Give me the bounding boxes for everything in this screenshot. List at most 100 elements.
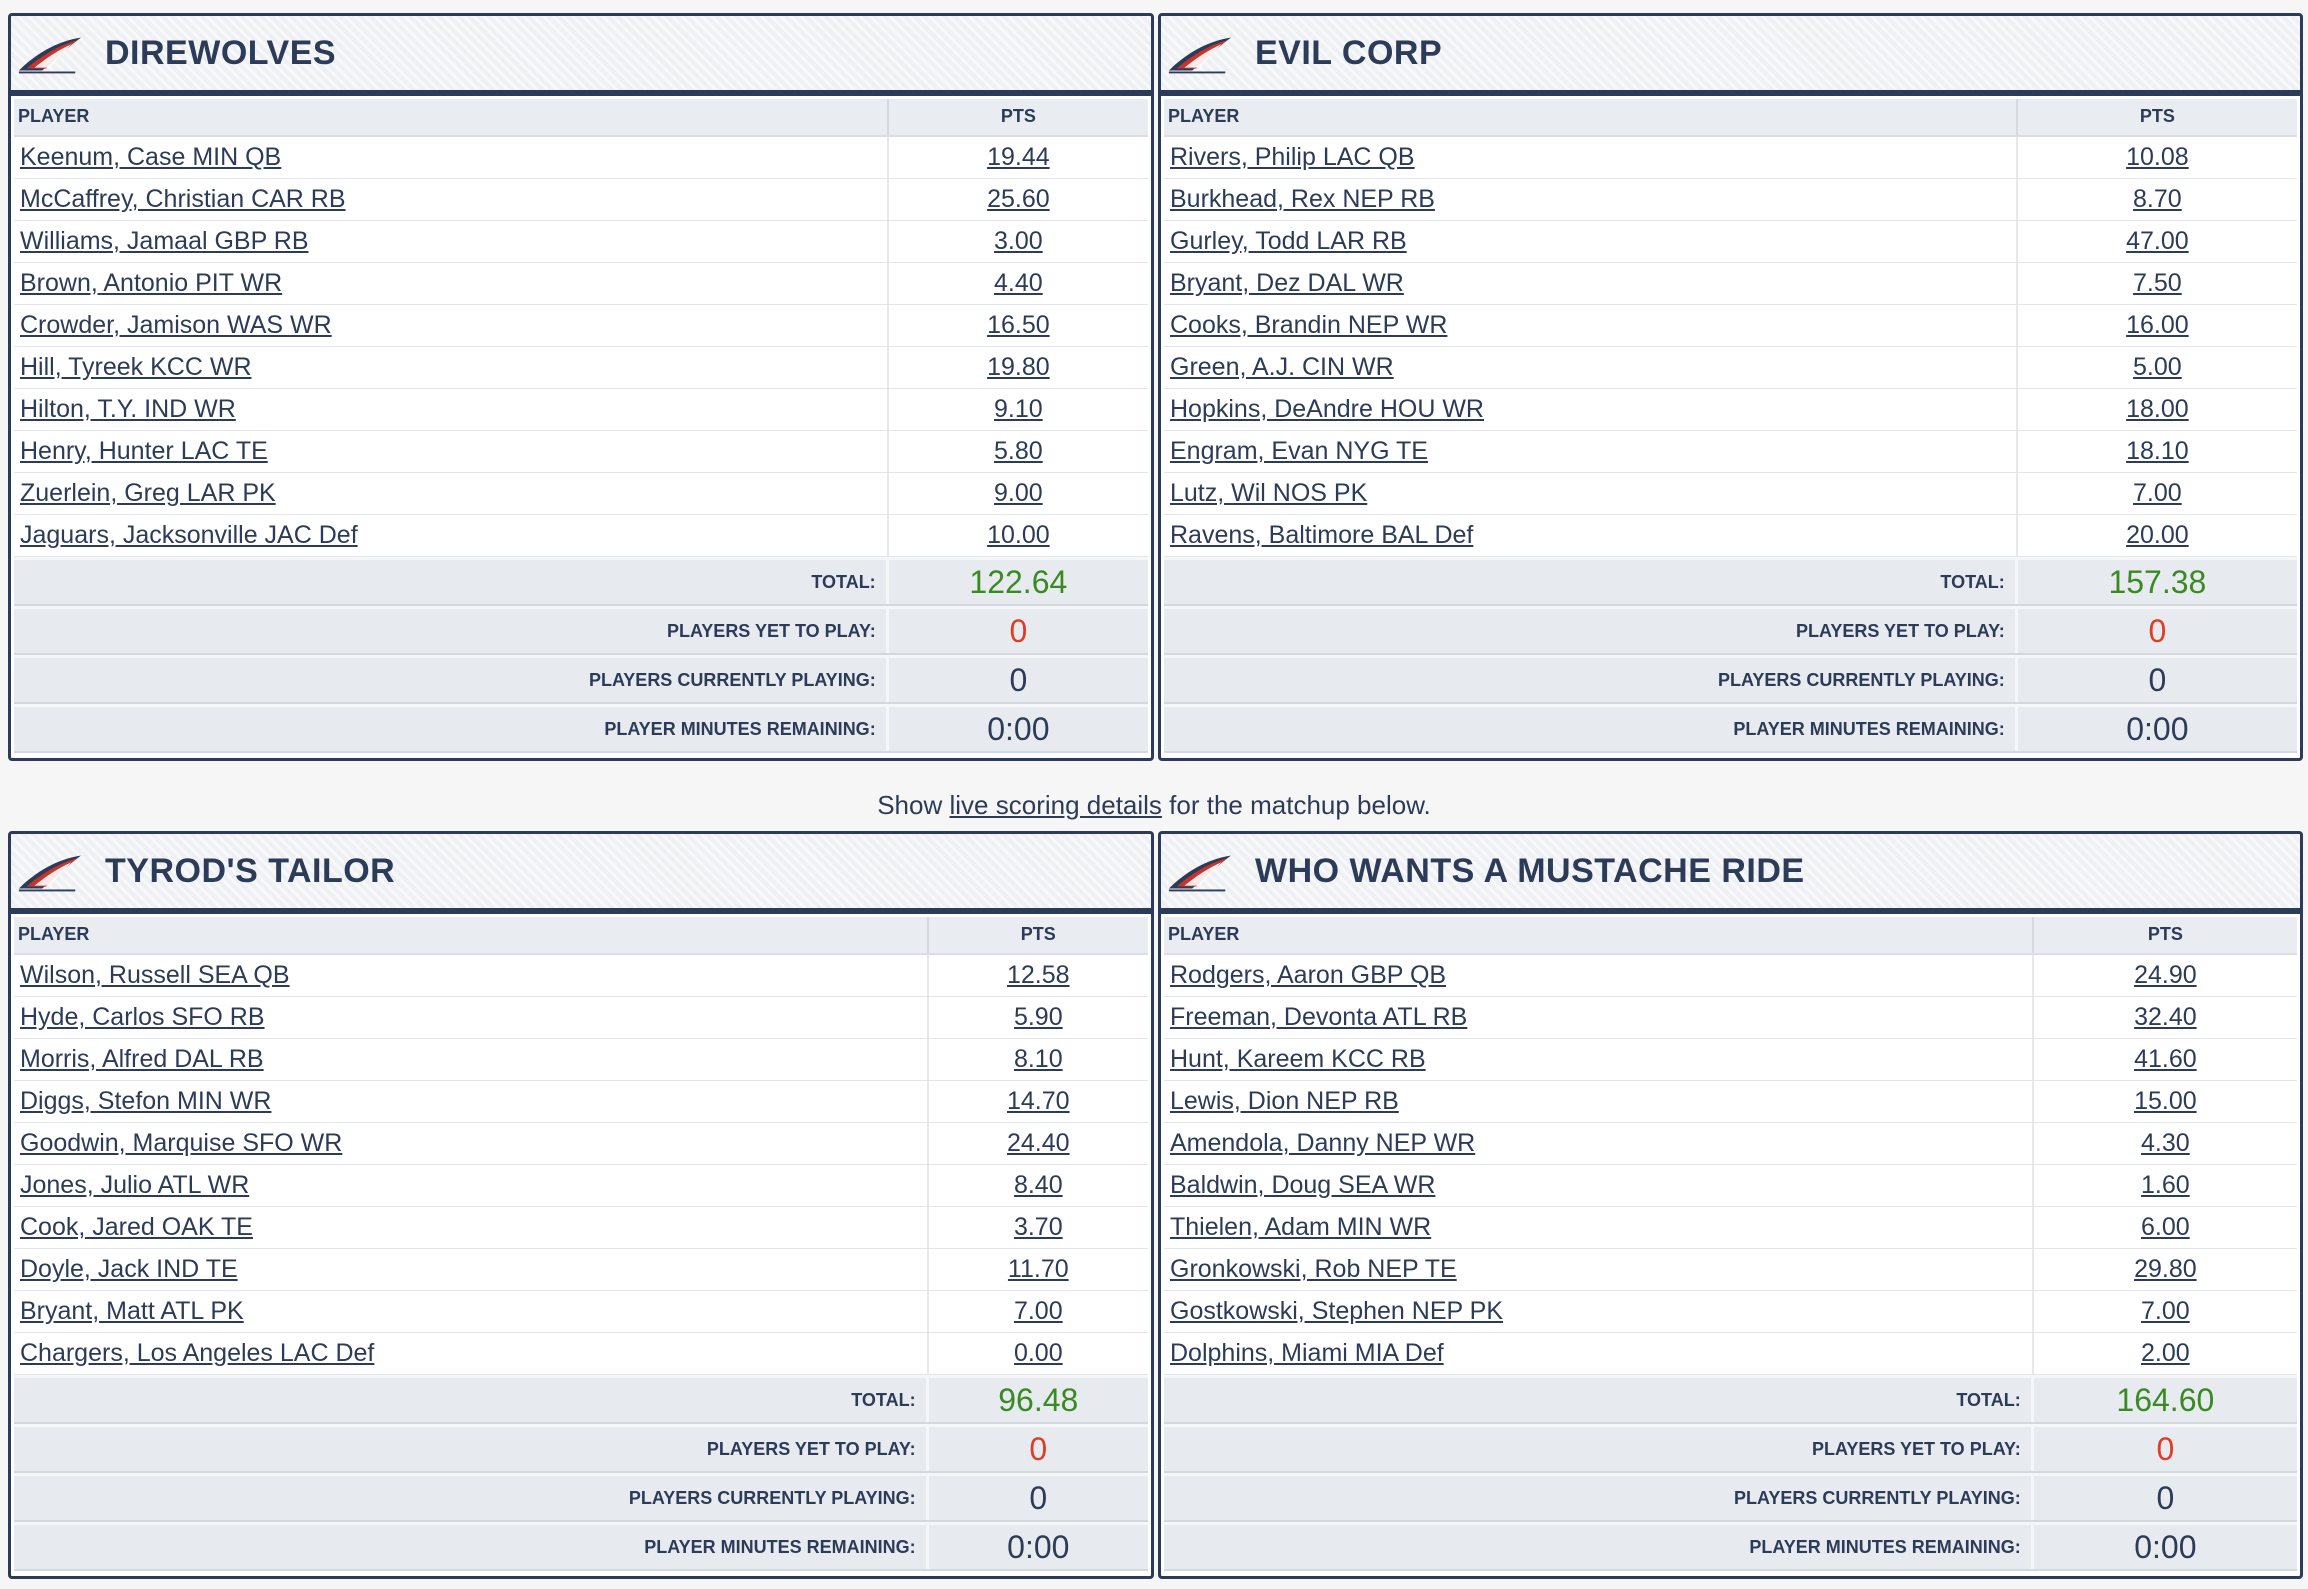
yet-to-play-row: PLAYERS YET TO PLAY: 0 [1164,606,2297,655]
player-name-link[interactable]: Gurley, Todd LAR RB [1170,227,1407,255]
player-pts-link[interactable]: 7.00 [2133,479,2182,507]
player-pts-cell: 8.70 [2018,179,2297,220]
player-row: Hill, Tyreek KCC WR 19.80 [14,347,1148,389]
player-pts-link[interactable]: 3.70 [1013,1213,1063,1241]
player-pts-link[interactable]: 16.00 [2126,311,2189,339]
player-pts-link[interactable]: 3.00 [994,227,1043,255]
player-pts-link[interactable]: 0.00 [1013,1339,1063,1367]
player-name-link[interactable]: McCaffrey, Christian CAR RB [20,185,346,213]
player-name-link[interactable]: Keenum, Case MIN QB [20,143,282,171]
player-pts-link[interactable]: 20.00 [2126,521,2189,549]
player-name-link[interactable]: Baldwin, Doug SEA WR [1170,1171,1436,1199]
player-name-link[interactable]: Morris, Alfred DAL RB [20,1045,264,1073]
player-pts-link[interactable]: 5.00 [2133,353,2182,381]
player-pts-link[interactable]: 18.00 [2126,395,2189,423]
player-pts-link[interactable]: 15.00 [2134,1087,2197,1115]
player-name-link[interactable]: Amendola, Danny NEP WR [1170,1129,1476,1157]
player-pts-cell: 11.70 [929,1249,1148,1290]
player-pts-link[interactable]: 11.70 [1007,1255,1069,1283]
player-row: Keenum, Case MIN QB 19.44 [14,137,1148,179]
player-pts-link[interactable]: 41.60 [2134,1045,2197,1073]
player-name-link[interactable]: Goodwin, Marquise SFO WR [20,1129,343,1157]
player-row: Gostkowski, Stephen NEP PK 7.00 [1164,1291,2297,1333]
player-pts-link[interactable]: 7.00 [2141,1297,2190,1325]
player-pts-link[interactable]: 10.08 [2126,143,2189,171]
player-name-link[interactable]: Burkhead, Rex NEP RB [1170,185,1435,213]
team-panel-direwolves: DIREWOLVES PLAYER PTS Keenum, Case MIN Q… [8,13,1154,761]
currently-playing-label: PLAYERS CURRENTLY PLAYING: [1164,1476,2034,1520]
player-pts-link[interactable]: 1.60 [2141,1171,2190,1199]
player-name-link[interactable]: Wilson, Russell SEA QB [20,961,290,989]
player-pts-link[interactable]: 5.80 [994,437,1043,465]
player-cell: Rivers, Philip LAC QB [1164,137,2018,178]
player-pts-cell: 18.00 [2018,389,2297,430]
player-cell: Bryant, Matt ATL PK [14,1291,929,1332]
player-name-link[interactable]: Hyde, Carlos SFO RB [20,1003,265,1031]
player-name-link[interactable]: Hill, Tyreek KCC WR [20,353,252,381]
player-pts-link[interactable]: 8.10 [1013,1045,1063,1073]
player-name-link[interactable]: Gostkowski, Stephen NEP PK [1170,1297,1504,1325]
player-pts-cell: 2.00 [2034,1333,2297,1374]
player-pts-link[interactable]: 10.00 [987,521,1050,549]
player-name-link[interactable]: Hopkins, DeAndre HOU WR [1170,395,1484,423]
player-pts-link[interactable]: 9.10 [994,395,1043,423]
player-pts-link[interactable]: 7.50 [2133,269,2182,297]
player-pts-link[interactable]: 4.40 [994,269,1043,297]
player-pts-link[interactable]: 7.00 [1013,1297,1063,1325]
player-name-link[interactable]: Lewis, Dion NEP RB [1170,1087,1399,1115]
player-pts-link[interactable]: 32.40 [2134,1003,2197,1031]
player-pts-link[interactable]: 12.58 [1007,961,1070,989]
player-name-link[interactable]: Crowder, Jamison WAS WR [20,311,332,339]
player-name-link[interactable]: Henry, Hunter LAC TE [20,437,268,465]
player-name-link[interactable]: Bryant, Dez DAL WR [1170,269,1404,297]
player-pts-link[interactable]: 8.40 [1013,1171,1063,1199]
player-pts-link[interactable]: 5.90 [1013,1003,1063,1031]
player-name-link[interactable]: Diggs, Stefon MIN WR [20,1087,272,1115]
player-pts-link[interactable]: 19.44 [987,143,1050,171]
player-pts-link[interactable]: 24.40 [1007,1129,1070,1157]
player-pts-link[interactable]: 19.80 [987,353,1050,381]
player-name-link[interactable]: Cook, Jared OAK TE [20,1213,253,1241]
player-name-link[interactable]: Dolphins, Miami MIA Def [1170,1339,1444,1367]
player-name-link[interactable]: Green, A.J. CIN WR [1170,353,1394,381]
player-name-link[interactable]: Jones, Julio ATL WR [20,1171,250,1199]
player-name-link[interactable]: Zuerlein, Greg LAR PK [20,479,276,507]
player-pts-link[interactable]: 14.70 [1007,1087,1070,1115]
player-cell: Thielen, Adam MIN WR [1164,1207,2034,1248]
player-name-link[interactable]: Williams, Jamaal GBP RB [20,227,309,255]
player-name-link[interactable]: Chargers, Los Angeles LAC Def [20,1339,375,1367]
total-row: TOTAL: 164.60 [1164,1375,2297,1424]
player-pts-link[interactable]: 24.90 [2134,961,2197,989]
player-pts-link[interactable]: 2.00 [2141,1339,2190,1367]
team-name: TYROD'S TAILOR [105,851,396,890]
player-name-link[interactable]: Brown, Antonio PIT WR [20,269,283,297]
player-pts-link[interactable]: 18.10 [2126,437,2189,465]
player-name-link[interactable]: Doyle, Jack IND TE [20,1255,238,1283]
player-name-link[interactable]: Lutz, Wil NOS PK [1170,479,1368,507]
player-name-link[interactable]: Bryant, Matt ATL PK [20,1297,244,1325]
player-cell: Gronkowski, Rob NEP TE [1164,1249,2034,1290]
player-name-link[interactable]: Jaguars, Jacksonville JAC Def [20,521,358,549]
player-pts-link[interactable]: 9.00 [994,479,1043,507]
player-pts-link[interactable]: 16.50 [987,311,1050,339]
player-pts-cell: 3.00 [889,221,1148,262]
player-pts-link[interactable]: 47.00 [2126,227,2189,255]
player-name-link[interactable]: Gronkowski, Rob NEP TE [1170,1255,1457,1283]
player-pts-link[interactable]: 6.00 [2141,1213,2190,1241]
player-name-link[interactable]: Thielen, Adam MIN WR [1170,1213,1432,1241]
player-row: Hunt, Kareem KCC RB 41.60 [1164,1039,2297,1081]
player-pts-link[interactable]: 8.70 [2133,185,2182,213]
currently-playing-value: 0 [2156,1480,2175,1516]
player-name-link[interactable]: Cooks, Brandin NEP WR [1170,311,1448,339]
player-name-link[interactable]: Rivers, Philip LAC QB [1170,143,1415,171]
player-name-link[interactable]: Rodgers, Aaron GBP QB [1170,961,1447,989]
player-pts-link[interactable]: 25.60 [987,185,1050,213]
player-name-link[interactable]: Hilton, T.Y. IND WR [20,395,236,423]
player-name-link[interactable]: Freeman, Devonta ATL RB [1170,1003,1468,1031]
player-pts-link[interactable]: 29.80 [2134,1255,2197,1283]
player-name-link[interactable]: Ravens, Baltimore BAL Def [1170,521,1474,549]
player-name-link[interactable]: Engram, Evan NYG TE [1170,437,1428,465]
live-scoring-details-link[interactable]: live scoring details [949,790,1162,820]
player-pts-link[interactable]: 4.30 [2141,1129,2190,1157]
player-name-link[interactable]: Hunt, Kareem KCC RB [1170,1045,1426,1073]
